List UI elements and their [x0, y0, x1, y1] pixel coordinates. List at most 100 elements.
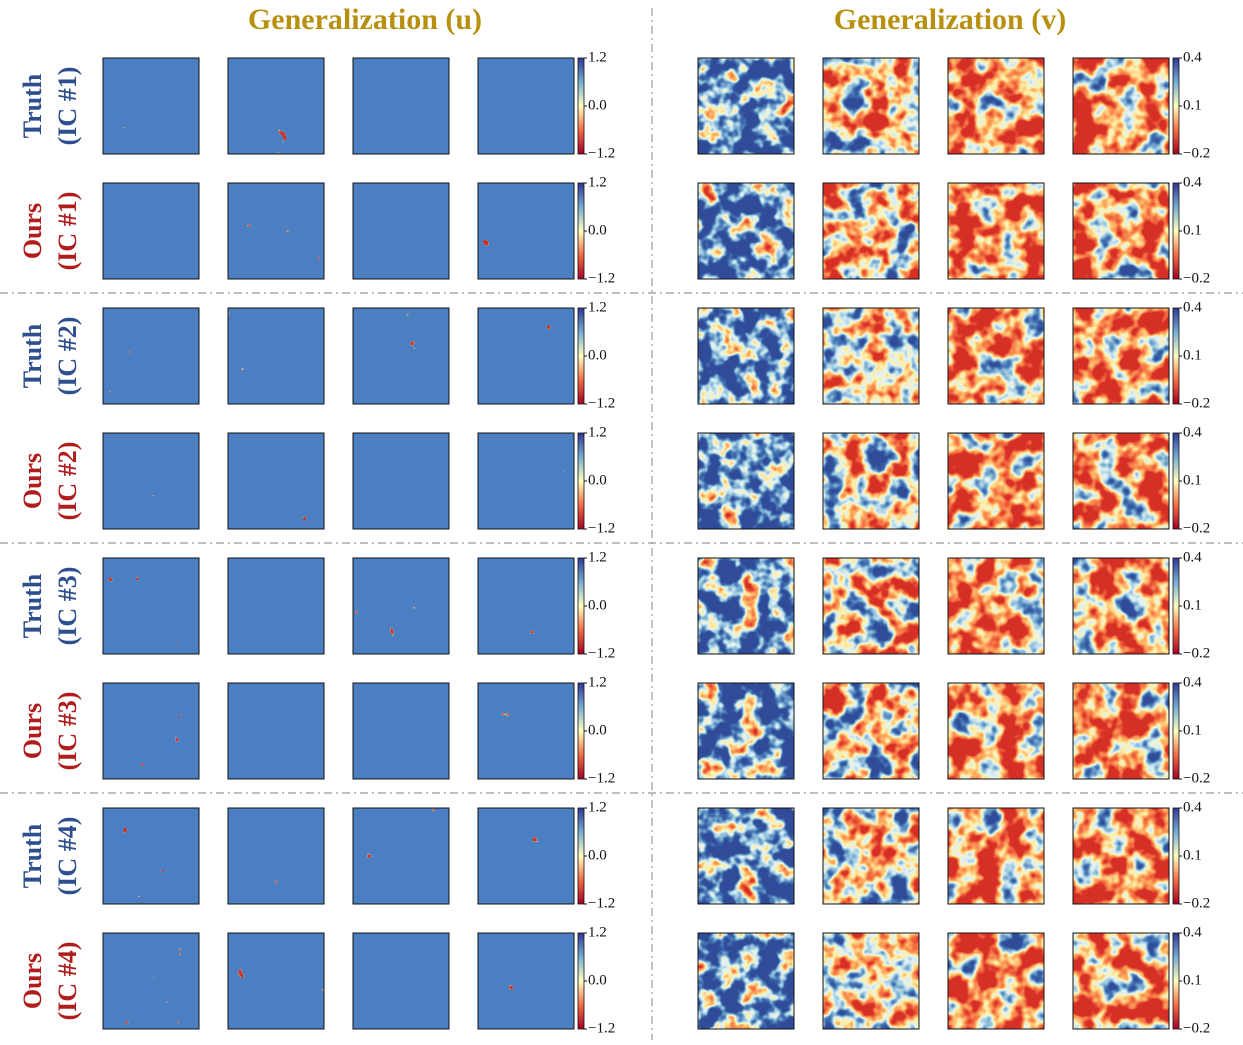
field-panel — [478, 683, 574, 779]
colorbar-tick-label: −1.2 — [588, 395, 615, 411]
colorbar — [1172, 182, 1180, 280]
colorbar — [577, 807, 585, 905]
colorbar-tick-label: 1.2 — [588, 174, 607, 190]
colorbar — [1172, 807, 1180, 905]
colorbar — [1172, 307, 1180, 405]
field-panel — [228, 808, 324, 904]
panel-frame — [477, 182, 575, 280]
row-label: (IC #4) — [53, 942, 82, 1021]
field-panel — [228, 308, 324, 404]
panel-title: Generalization (u) — [248, 3, 482, 36]
field-panel — [1073, 183, 1169, 279]
panel-frame — [697, 307, 795, 405]
colorbar-tick-label: 0.4 — [1183, 674, 1202, 690]
panel-frame — [477, 807, 575, 905]
field-panel — [948, 308, 1044, 404]
colorbar-tick-label: −1.2 — [588, 645, 615, 661]
field-panel — [948, 58, 1044, 154]
panel-frame — [477, 57, 575, 155]
row-label: (IC #3) — [53, 692, 82, 771]
panel-frame — [697, 432, 795, 530]
field-panel — [103, 308, 199, 404]
colorbar-tick-label: 0.4 — [1183, 299, 1202, 315]
row-label: (IC #3) — [53, 567, 82, 646]
field-panel — [823, 433, 919, 529]
colorbar-tick-label: −1.2 — [588, 895, 615, 911]
panel-frame — [1072, 57, 1170, 155]
panel-frame — [227, 432, 325, 530]
colorbar-tick-label: 0.1 — [1183, 222, 1202, 238]
colorbar-tick-label: 0.0 — [588, 972, 607, 988]
row-label: (IC #1) — [53, 192, 82, 271]
colorbar-tick-label: 0.0 — [588, 847, 607, 863]
field-panel — [353, 58, 449, 154]
colorbar — [1172, 932, 1180, 1030]
colorbar-tick-label: 0.0 — [588, 597, 607, 613]
field-panel — [948, 433, 1044, 529]
panel-frame — [947, 182, 1045, 280]
panel-frame — [352, 307, 450, 405]
field-panel — [698, 183, 794, 279]
field-panel — [103, 183, 199, 279]
colorbar — [577, 557, 585, 655]
field-panel — [823, 558, 919, 654]
colorbar-tick-label: −1.2 — [588, 770, 615, 786]
row-label: Ours — [18, 703, 47, 759]
field-panel — [823, 58, 919, 154]
colorbar-tick-label: 1.2 — [588, 799, 607, 815]
panel-frame — [697, 557, 795, 655]
colorbar-tick-label: 1.2 — [588, 424, 607, 440]
colorbar-tick-label: 0.1 — [1183, 972, 1202, 988]
panel-frame — [1072, 932, 1170, 1030]
row-label: (IC #4) — [53, 817, 82, 896]
field-panel — [823, 683, 919, 779]
colorbar-tick-label: −0.2 — [1183, 520, 1210, 536]
field-panel — [353, 683, 449, 779]
panel-frame — [947, 57, 1045, 155]
colorbar — [577, 932, 585, 1030]
field-panel — [698, 683, 794, 779]
field-panel — [478, 933, 574, 1029]
colorbar-tick-label: 0.1 — [1183, 847, 1202, 863]
colorbar — [577, 682, 585, 780]
field-panel — [228, 558, 324, 654]
panel-frame — [822, 432, 920, 530]
panel-frame — [697, 682, 795, 780]
panel-frame — [102, 182, 200, 280]
colorbar-tick-label: 1.2 — [588, 299, 607, 315]
field-panel — [823, 808, 919, 904]
colorbar-tick-label: −0.2 — [1183, 645, 1210, 661]
field-panel — [698, 558, 794, 654]
field-panel — [948, 933, 1044, 1029]
panel-frame — [477, 557, 575, 655]
panel-frame — [1072, 432, 1170, 530]
colorbar-tick-label: 0.4 — [1183, 549, 1202, 565]
colorbar-tick-label: −0.2 — [1183, 895, 1210, 911]
colorbar — [1172, 57, 1180, 155]
panel-title: Generalization (v) — [834, 3, 1066, 36]
field-panel — [103, 683, 199, 779]
field-panel — [1073, 808, 1169, 904]
panel-frame — [822, 307, 920, 405]
panel-frame — [947, 307, 1045, 405]
field-panel — [478, 558, 574, 654]
field-panel — [823, 933, 919, 1029]
colorbar-tick-label: 0.1 — [1183, 597, 1202, 613]
field-panel — [948, 683, 1044, 779]
panel-frame — [227, 932, 325, 1030]
colorbar-tick-label: 0.1 — [1183, 722, 1202, 738]
panel-frame — [1072, 307, 1170, 405]
panel-frame — [477, 307, 575, 405]
field-panel — [478, 183, 574, 279]
field-panel — [1073, 433, 1169, 529]
row-label: Truth — [18, 573, 47, 638]
row-label: Ours — [18, 953, 47, 1009]
field-panel — [478, 308, 574, 404]
field-panel — [823, 308, 919, 404]
colorbar — [1172, 682, 1180, 780]
field-panel — [698, 308, 794, 404]
colorbar-tick-label: 0.4 — [1183, 174, 1202, 190]
colorbar-tick-label: 1.2 — [588, 674, 607, 690]
panel-frame — [947, 557, 1045, 655]
